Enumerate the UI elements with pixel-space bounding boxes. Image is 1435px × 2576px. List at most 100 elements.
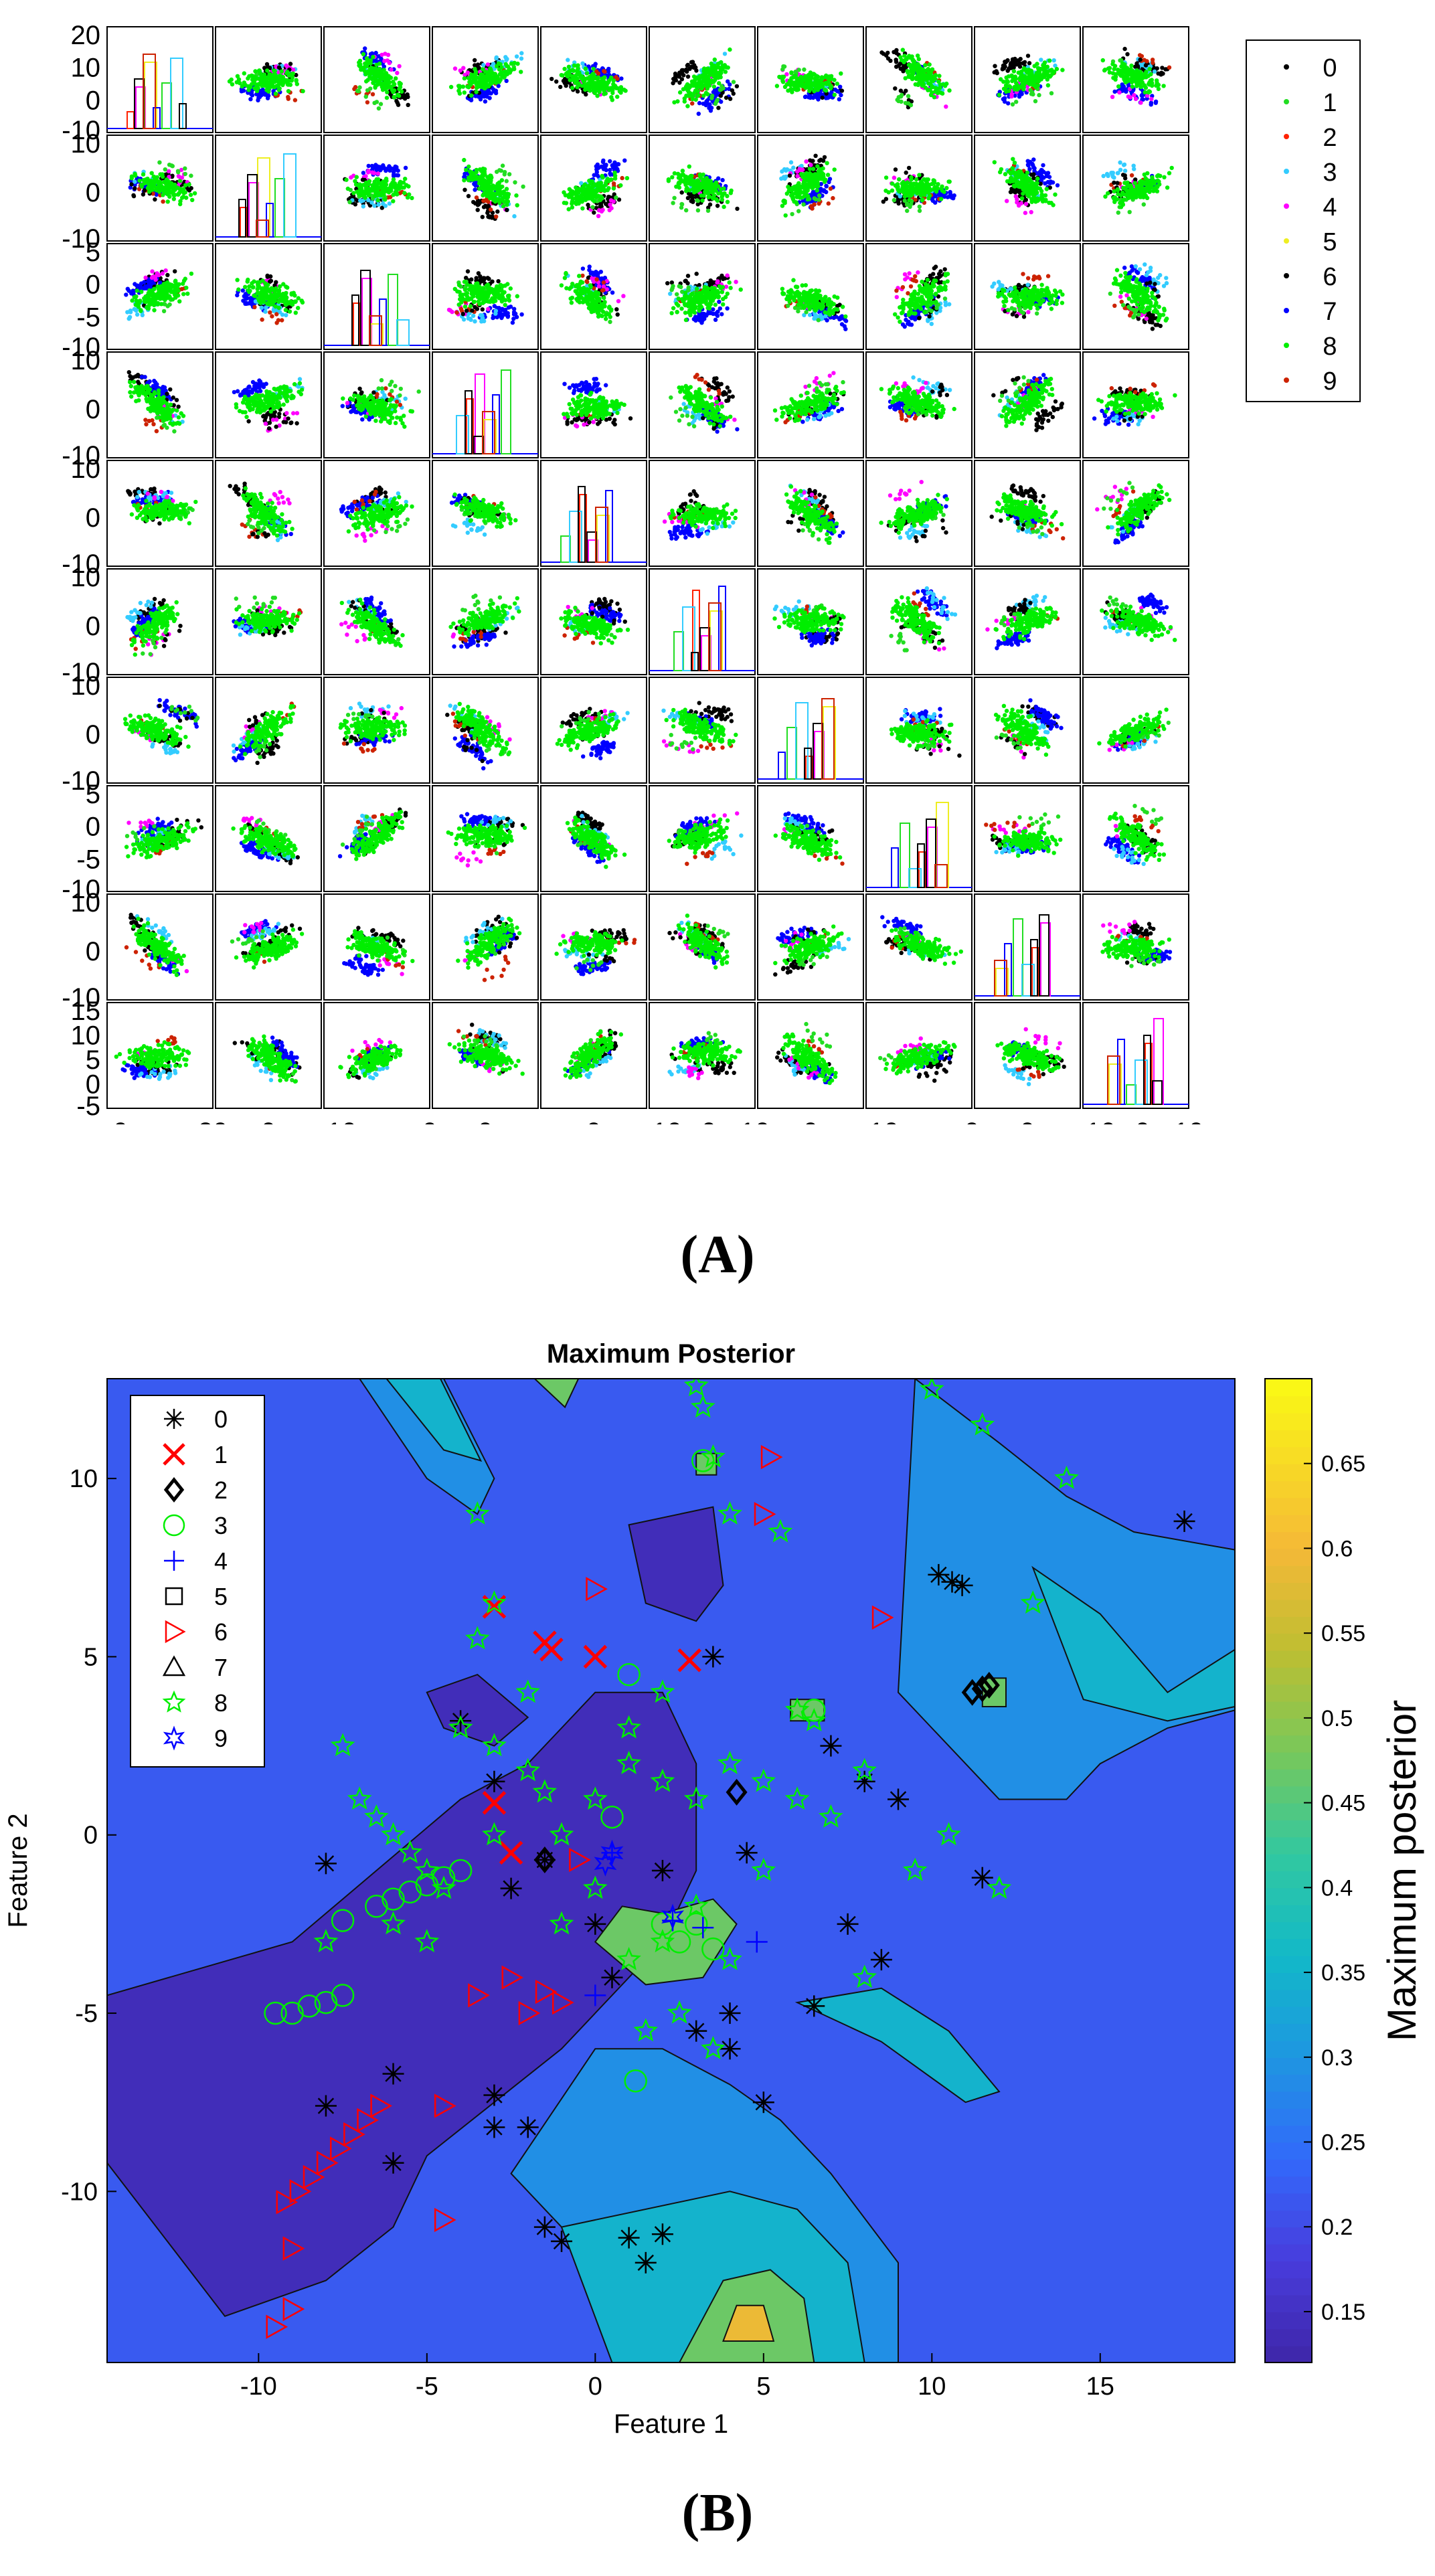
scatter-point <box>230 82 235 87</box>
scatter-point <box>1107 70 1112 75</box>
scatter-point <box>265 68 270 73</box>
scatter-point <box>607 195 612 199</box>
scatter-point <box>788 78 792 83</box>
scatter-point <box>906 98 912 102</box>
scatter-point <box>395 93 400 98</box>
scatter-point <box>731 91 736 96</box>
scatter-point <box>832 78 837 82</box>
scatter-point <box>519 51 524 56</box>
scatter-point <box>735 206 740 211</box>
scatter-point <box>915 54 920 58</box>
scatter-point <box>363 195 367 200</box>
scatter-point <box>183 183 188 187</box>
scatter-point <box>452 66 458 71</box>
scatter-point <box>474 90 479 94</box>
scatter-point <box>822 155 827 160</box>
scatter-point <box>1031 165 1036 170</box>
scatter-point <box>1116 84 1121 89</box>
scatter-point <box>672 171 677 176</box>
scatter-point <box>272 80 277 84</box>
scatter-point <box>683 183 688 187</box>
scatter-point <box>924 177 929 182</box>
scatter-point <box>799 163 804 169</box>
scatter-point <box>361 52 366 57</box>
scatter-point <box>1138 84 1143 90</box>
scatter-point <box>1047 185 1053 190</box>
scatter-point <box>685 74 691 79</box>
scatter-point <box>1013 62 1017 67</box>
scatter-point <box>485 75 491 80</box>
scatter-point <box>486 214 491 219</box>
scatter-point <box>1118 167 1123 172</box>
scatter-point <box>1025 80 1031 85</box>
scatter-point <box>382 59 387 64</box>
scatter-point <box>181 191 186 195</box>
scatter-point <box>683 189 689 193</box>
scatter-point <box>1051 58 1056 63</box>
scatter-point <box>798 190 803 195</box>
scatter-point <box>818 81 823 86</box>
scatter-point <box>606 186 611 191</box>
scatter-point <box>920 198 924 203</box>
scatter-point <box>480 182 485 187</box>
scatter-point <box>596 71 601 76</box>
scatter-point <box>713 181 718 186</box>
scatter-point <box>1120 173 1126 177</box>
scatter-point <box>368 187 373 192</box>
matrix-cell-0-3 <box>432 26 539 133</box>
scatter-point <box>722 63 728 68</box>
scatter-point <box>469 93 474 98</box>
scatter-point <box>560 73 565 78</box>
scatter-point <box>131 193 137 199</box>
scatter-point <box>890 188 895 193</box>
scatter-point <box>696 111 701 116</box>
scatter-matrix-panel: 20 10 0 -10 10 0 -10 5 0 -5 -10 10 0 -10 10 0 -10 10 0 -10 1… <box>0 0 1435 1147</box>
scatter-point <box>604 179 609 183</box>
scatter-point <box>728 96 733 101</box>
cell-marks <box>128 160 197 207</box>
scatter-point <box>687 177 693 182</box>
scatter-point <box>584 71 590 76</box>
scatter-point <box>494 214 499 219</box>
scatter-point <box>474 167 479 173</box>
scatter-point <box>1141 202 1147 207</box>
scatter-point <box>501 203 506 209</box>
scatter-point <box>1138 58 1143 62</box>
scatter-point <box>992 160 997 165</box>
scatter-point <box>789 70 794 75</box>
scatter-point <box>936 182 940 187</box>
scatter-point <box>1017 61 1022 66</box>
scatter-point <box>1110 94 1115 99</box>
scatter-point <box>839 88 845 93</box>
scatter-point <box>934 86 940 91</box>
scatter-point <box>718 69 723 74</box>
scatter-point <box>396 102 401 107</box>
scatter-point <box>1115 181 1120 185</box>
scatter-point <box>577 82 582 88</box>
scatter-point <box>602 163 607 168</box>
scatter-point <box>276 88 281 92</box>
scatter-point <box>1167 65 1172 70</box>
scatter-point <box>365 88 370 93</box>
scatter-point <box>674 184 679 189</box>
scatter-point <box>1113 77 1118 82</box>
scatter-point <box>1031 195 1037 199</box>
scatter-point <box>809 175 814 180</box>
scatter-point <box>695 202 700 207</box>
cell-marks <box>343 163 414 210</box>
scatter-point <box>1022 60 1027 65</box>
scatter-point <box>465 70 470 75</box>
scatter-point <box>610 86 614 90</box>
scatter-point <box>569 191 574 196</box>
scatter-point <box>673 71 678 76</box>
scatter-point <box>384 182 389 187</box>
scatter-point <box>902 198 907 203</box>
scatter-point <box>819 181 824 187</box>
scatter-point <box>685 93 690 98</box>
scatter-point <box>477 80 481 84</box>
scatter-point <box>837 97 842 102</box>
scatter-point <box>1143 86 1149 90</box>
scatter-point <box>490 210 495 215</box>
scatter-point <box>921 82 926 86</box>
scatter-point <box>521 184 525 189</box>
